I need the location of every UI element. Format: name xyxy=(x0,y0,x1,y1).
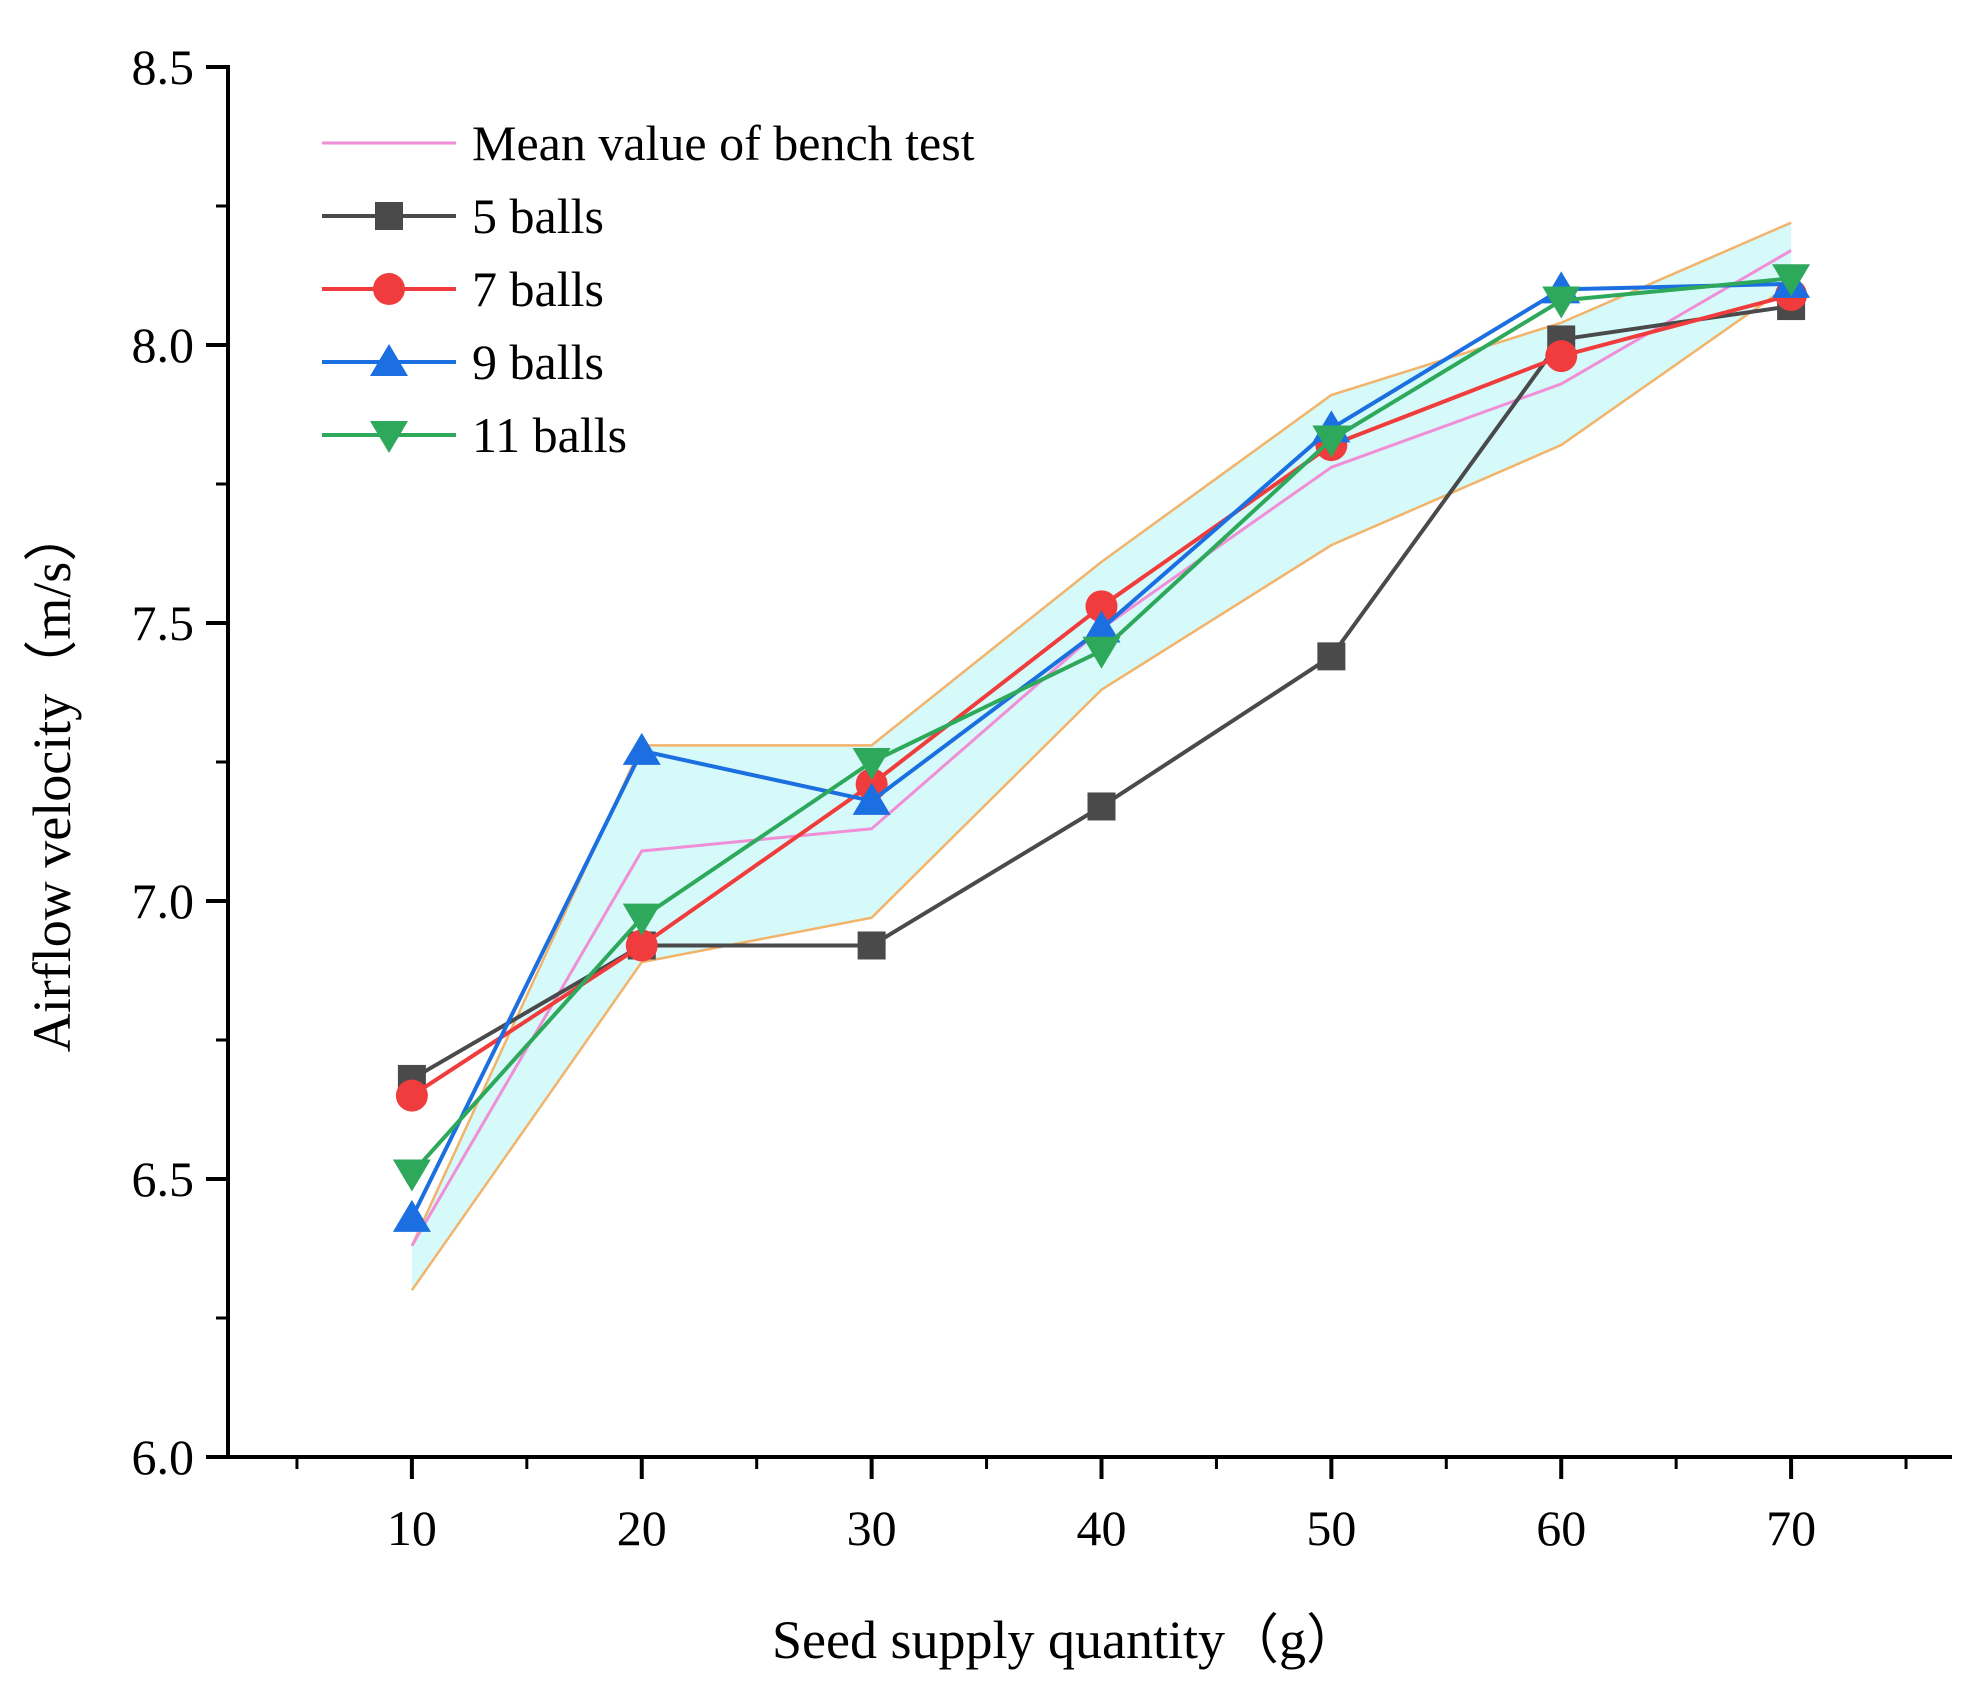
data-point-7-balls-60 xyxy=(1545,340,1578,373)
legend-entry-mean-value-of-bench-test: Mean value of bench test xyxy=(322,115,975,171)
bench-test-band xyxy=(410,221,1792,1291)
data-point-9-balls-10 xyxy=(392,1199,431,1232)
legend-marker-5-balls xyxy=(375,202,403,230)
x-tick-label: 50 xyxy=(1306,1500,1356,1556)
series-11-balls xyxy=(392,264,1811,1192)
legend-entry-9-balls: 9 balls xyxy=(322,334,604,390)
y-axis-title: Airflow velocity（m/s） xyxy=(22,508,82,1052)
data-point-5-balls-30 xyxy=(857,931,886,960)
data-point-5-balls-50 xyxy=(1317,642,1346,671)
data-point-11-balls-20 xyxy=(622,903,661,936)
legend-entry-7-balls: 7 balls xyxy=(322,261,604,317)
data-point-7-balls-10 xyxy=(395,1079,428,1112)
x-tick-label: 10 xyxy=(387,1500,437,1556)
data-point-9-balls-40 xyxy=(1082,610,1121,643)
data-point-11-balls-40 xyxy=(1082,636,1121,669)
data-point-5-balls-40 xyxy=(1087,792,1116,821)
x-tick-label: 20 xyxy=(617,1500,667,1556)
y-tick-label: 8.0 xyxy=(132,317,195,373)
legend-label-9-balls: 9 balls xyxy=(472,334,604,390)
legend: Mean value of bench test 5 balls 7 balls 9 … xyxy=(322,115,975,463)
x-tick-label: 40 xyxy=(1076,1500,1126,1556)
data-point-11-balls-10 xyxy=(392,1159,431,1192)
data-point-11-balls-50 xyxy=(1312,425,1351,458)
data-point-11-balls-60 xyxy=(1542,286,1581,319)
band-fill xyxy=(411,222,1792,1291)
data-point-7-balls-20 xyxy=(625,929,658,962)
legend-label-7-balls: 7 balls xyxy=(472,261,604,317)
y-tick-label: 7.5 xyxy=(132,595,195,651)
legend-label-mean-value-of-bench-test: Mean value of bench test xyxy=(472,115,975,171)
legend-marker-7-balls xyxy=(373,273,405,305)
legend-entry-11-balls: 11 balls xyxy=(322,407,627,463)
y-tick-label: 7.0 xyxy=(132,873,195,929)
x-tick-label: 30 xyxy=(847,1500,897,1556)
legend-marker-11-balls xyxy=(370,421,408,453)
data-point-9-balls-20 xyxy=(622,732,661,765)
series-lines xyxy=(392,249,1811,1247)
y-tick-label: 6.0 xyxy=(132,1429,195,1485)
band-lower-edge xyxy=(410,282,1792,1291)
legend-label-11-balls: 11 balls xyxy=(472,407,627,463)
x-tick-label: 60 xyxy=(1536,1500,1586,1556)
x-tick-label: 70 xyxy=(1766,1500,1816,1556)
y-tick-label: 8.5 xyxy=(132,39,195,95)
data-point-7-balls-40 xyxy=(1085,590,1118,623)
legend-marker-9-balls xyxy=(370,344,408,376)
legend-label-5-balls: 5 balls xyxy=(472,188,604,244)
data-point-11-balls-70 xyxy=(1772,264,1811,297)
y-tick-label: 6.5 xyxy=(132,1151,195,1207)
legend-entry-5-balls: 5 balls xyxy=(322,188,604,244)
axes: 6.0 6.5 7.0 7.5 8.0 8.5 10 20 30 40 50 60 70 xyxy=(132,39,1952,1556)
x-axis-title: Seed supply quantity（g） xyxy=(772,1610,1360,1670)
data-point-9-balls-30 xyxy=(852,782,891,815)
data-point-11-balls-30 xyxy=(852,748,891,780)
